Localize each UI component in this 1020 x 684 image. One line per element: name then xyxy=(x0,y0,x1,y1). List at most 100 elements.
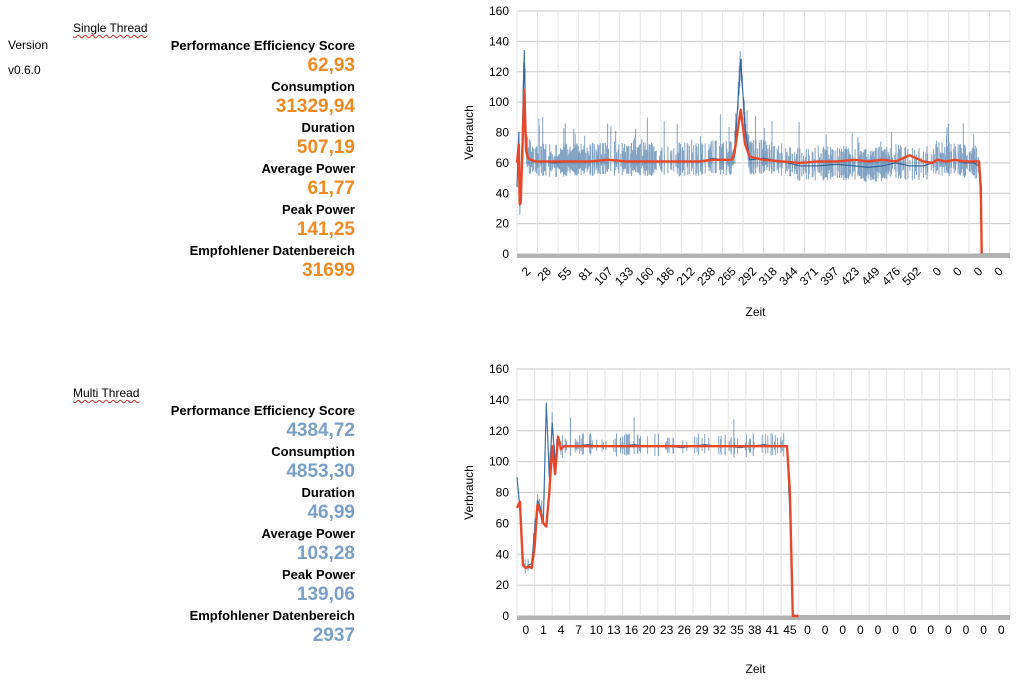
x-tick-label: 38 xyxy=(748,623,762,637)
multi-metric-label: Consumption xyxy=(271,444,355,459)
x-tick-label: 10 xyxy=(590,623,604,637)
x-tick-label: 0 xyxy=(950,264,965,279)
single-metric-label: Empfohlener Datenbereich xyxy=(189,243,355,258)
x-axis-line xyxy=(517,616,1010,620)
x-tick-label: 1 xyxy=(540,623,547,637)
x-tick-label: 344 xyxy=(776,264,800,288)
y-tick-label: 0 xyxy=(502,247,509,261)
x-tick-label: 23 xyxy=(660,623,674,637)
x-tick-label: 397 xyxy=(817,264,841,288)
y-tick-label: 60 xyxy=(496,516,510,530)
x-tick-label: 32 xyxy=(713,623,727,637)
x-tick-label: 371 xyxy=(797,264,821,288)
multi-metric-label: Average Power xyxy=(261,526,355,541)
single-thread-title: Single Thread xyxy=(73,21,148,35)
version-value: v0.6.0 xyxy=(8,63,41,77)
single-metric-label: Duration xyxy=(301,120,355,135)
x-tick-label: 318 xyxy=(756,264,780,288)
single-metric-label: Performance Efficiency Score xyxy=(170,38,355,53)
version-label: Version xyxy=(8,38,49,52)
x-tick-label: 186 xyxy=(653,264,677,288)
x-tick-label: 29 xyxy=(695,623,709,637)
x-tick-label: 13 xyxy=(607,623,621,637)
y-tick-label: 100 xyxy=(489,455,509,469)
x-tick-label: 212 xyxy=(674,264,698,288)
x-tick-label: 107 xyxy=(591,264,615,288)
y-tick-label: 80 xyxy=(496,486,510,500)
x-tick-label: 0 xyxy=(971,264,986,279)
x-tick-label: 0 xyxy=(892,623,899,637)
y-tick-label: 20 xyxy=(496,578,510,592)
x-tick-label: 0 xyxy=(875,623,882,637)
x-tick-label: 28 xyxy=(535,264,555,284)
multi-metric-value: 46,99 xyxy=(307,502,355,523)
x-tick-label: 81 xyxy=(576,264,596,284)
y-tick-label: 20 xyxy=(496,217,510,231)
multi-metric-value: 4384,72 xyxy=(286,420,355,441)
y-tick-label: 60 xyxy=(496,156,510,170)
x-tick-label: 0 xyxy=(963,623,970,637)
x-tick-label: 0 xyxy=(930,264,945,279)
y-tick-label: 140 xyxy=(489,393,509,407)
series-smoothed-line xyxy=(515,435,799,618)
y-tick-label: 120 xyxy=(489,424,509,438)
x-tick-label: 0 xyxy=(910,623,917,637)
x-tick-label: 4 xyxy=(558,623,565,637)
x-tick-label: 0 xyxy=(857,623,864,637)
multi-metric-value: 4853,30 xyxy=(286,461,355,482)
x-axis-title: Zeit xyxy=(745,662,766,676)
single-metric-value: 507,19 xyxy=(296,137,355,158)
y-axis-title: Verbrauch xyxy=(462,105,476,160)
x-axis-title: Zeit xyxy=(745,305,766,319)
single-metric-label: Peak Power xyxy=(282,202,355,217)
y-tick-label: 160 xyxy=(489,4,509,18)
multi-metric-label: Duration xyxy=(301,485,355,500)
y-tick-label: 40 xyxy=(496,547,510,561)
y-axis-title: Verbrauch xyxy=(462,465,476,520)
multi-metric-label: Empfohlener Datenbereich xyxy=(189,608,355,623)
y-tick-label: 100 xyxy=(489,95,509,109)
multi-metric-value: 103,28 xyxy=(296,543,355,564)
x-tick-label: 0 xyxy=(998,623,1005,637)
x-tick-label: 55 xyxy=(555,264,575,284)
x-tick-label: 7 xyxy=(575,623,582,637)
x-tick-label: 160 xyxy=(633,264,657,288)
single-metric-label: Average Power xyxy=(261,161,355,176)
x-tick-label: 16 xyxy=(625,623,639,637)
series-smoothed-line xyxy=(515,88,983,255)
x-tick-label: 0 xyxy=(945,623,952,637)
x-tick-label: 0 xyxy=(927,623,934,637)
x-tick-label: 292 xyxy=(735,264,759,288)
x-tick-label: 423 xyxy=(838,264,862,288)
x-tick-label: 26 xyxy=(678,623,692,637)
multi-metric-label: Peak Power xyxy=(282,567,355,582)
x-tick-label: 2 xyxy=(519,264,534,279)
single-metric-value: 31329,94 xyxy=(275,96,355,117)
y-tick-label: 120 xyxy=(489,65,509,79)
x-tick-label: 41 xyxy=(766,623,780,637)
multi-metric-value: 2937 xyxy=(312,625,355,646)
x-tick-label: 0 xyxy=(804,623,811,637)
series-raw-noise xyxy=(524,412,793,603)
multi-metric-label: Performance Efficiency Score xyxy=(170,403,355,418)
x-tick-label: 0 xyxy=(839,623,846,637)
x-tick-label: 133 xyxy=(612,264,636,288)
single-metric-value: 61,77 xyxy=(307,178,355,199)
x-tick-label: 0 xyxy=(991,264,1006,279)
y-tick-label: 0 xyxy=(502,609,509,623)
x-tick-label: 238 xyxy=(694,264,718,288)
x-tick-label: 449 xyxy=(859,264,883,288)
y-tick-label: 160 xyxy=(489,362,509,376)
x-tick-label: 0 xyxy=(980,623,987,637)
x-tick-label: 35 xyxy=(730,623,744,637)
multi-thread-title: Multi Thread xyxy=(73,386,140,400)
x-tick-label: 476 xyxy=(879,264,903,288)
y-tick-label: 40 xyxy=(496,186,510,200)
y-tick-label: 140 xyxy=(489,34,509,48)
single-metric-label: Consumption xyxy=(271,79,355,94)
single-metric-value: 31699 xyxy=(302,260,355,281)
multi-metric-value: 139,06 xyxy=(296,584,355,605)
